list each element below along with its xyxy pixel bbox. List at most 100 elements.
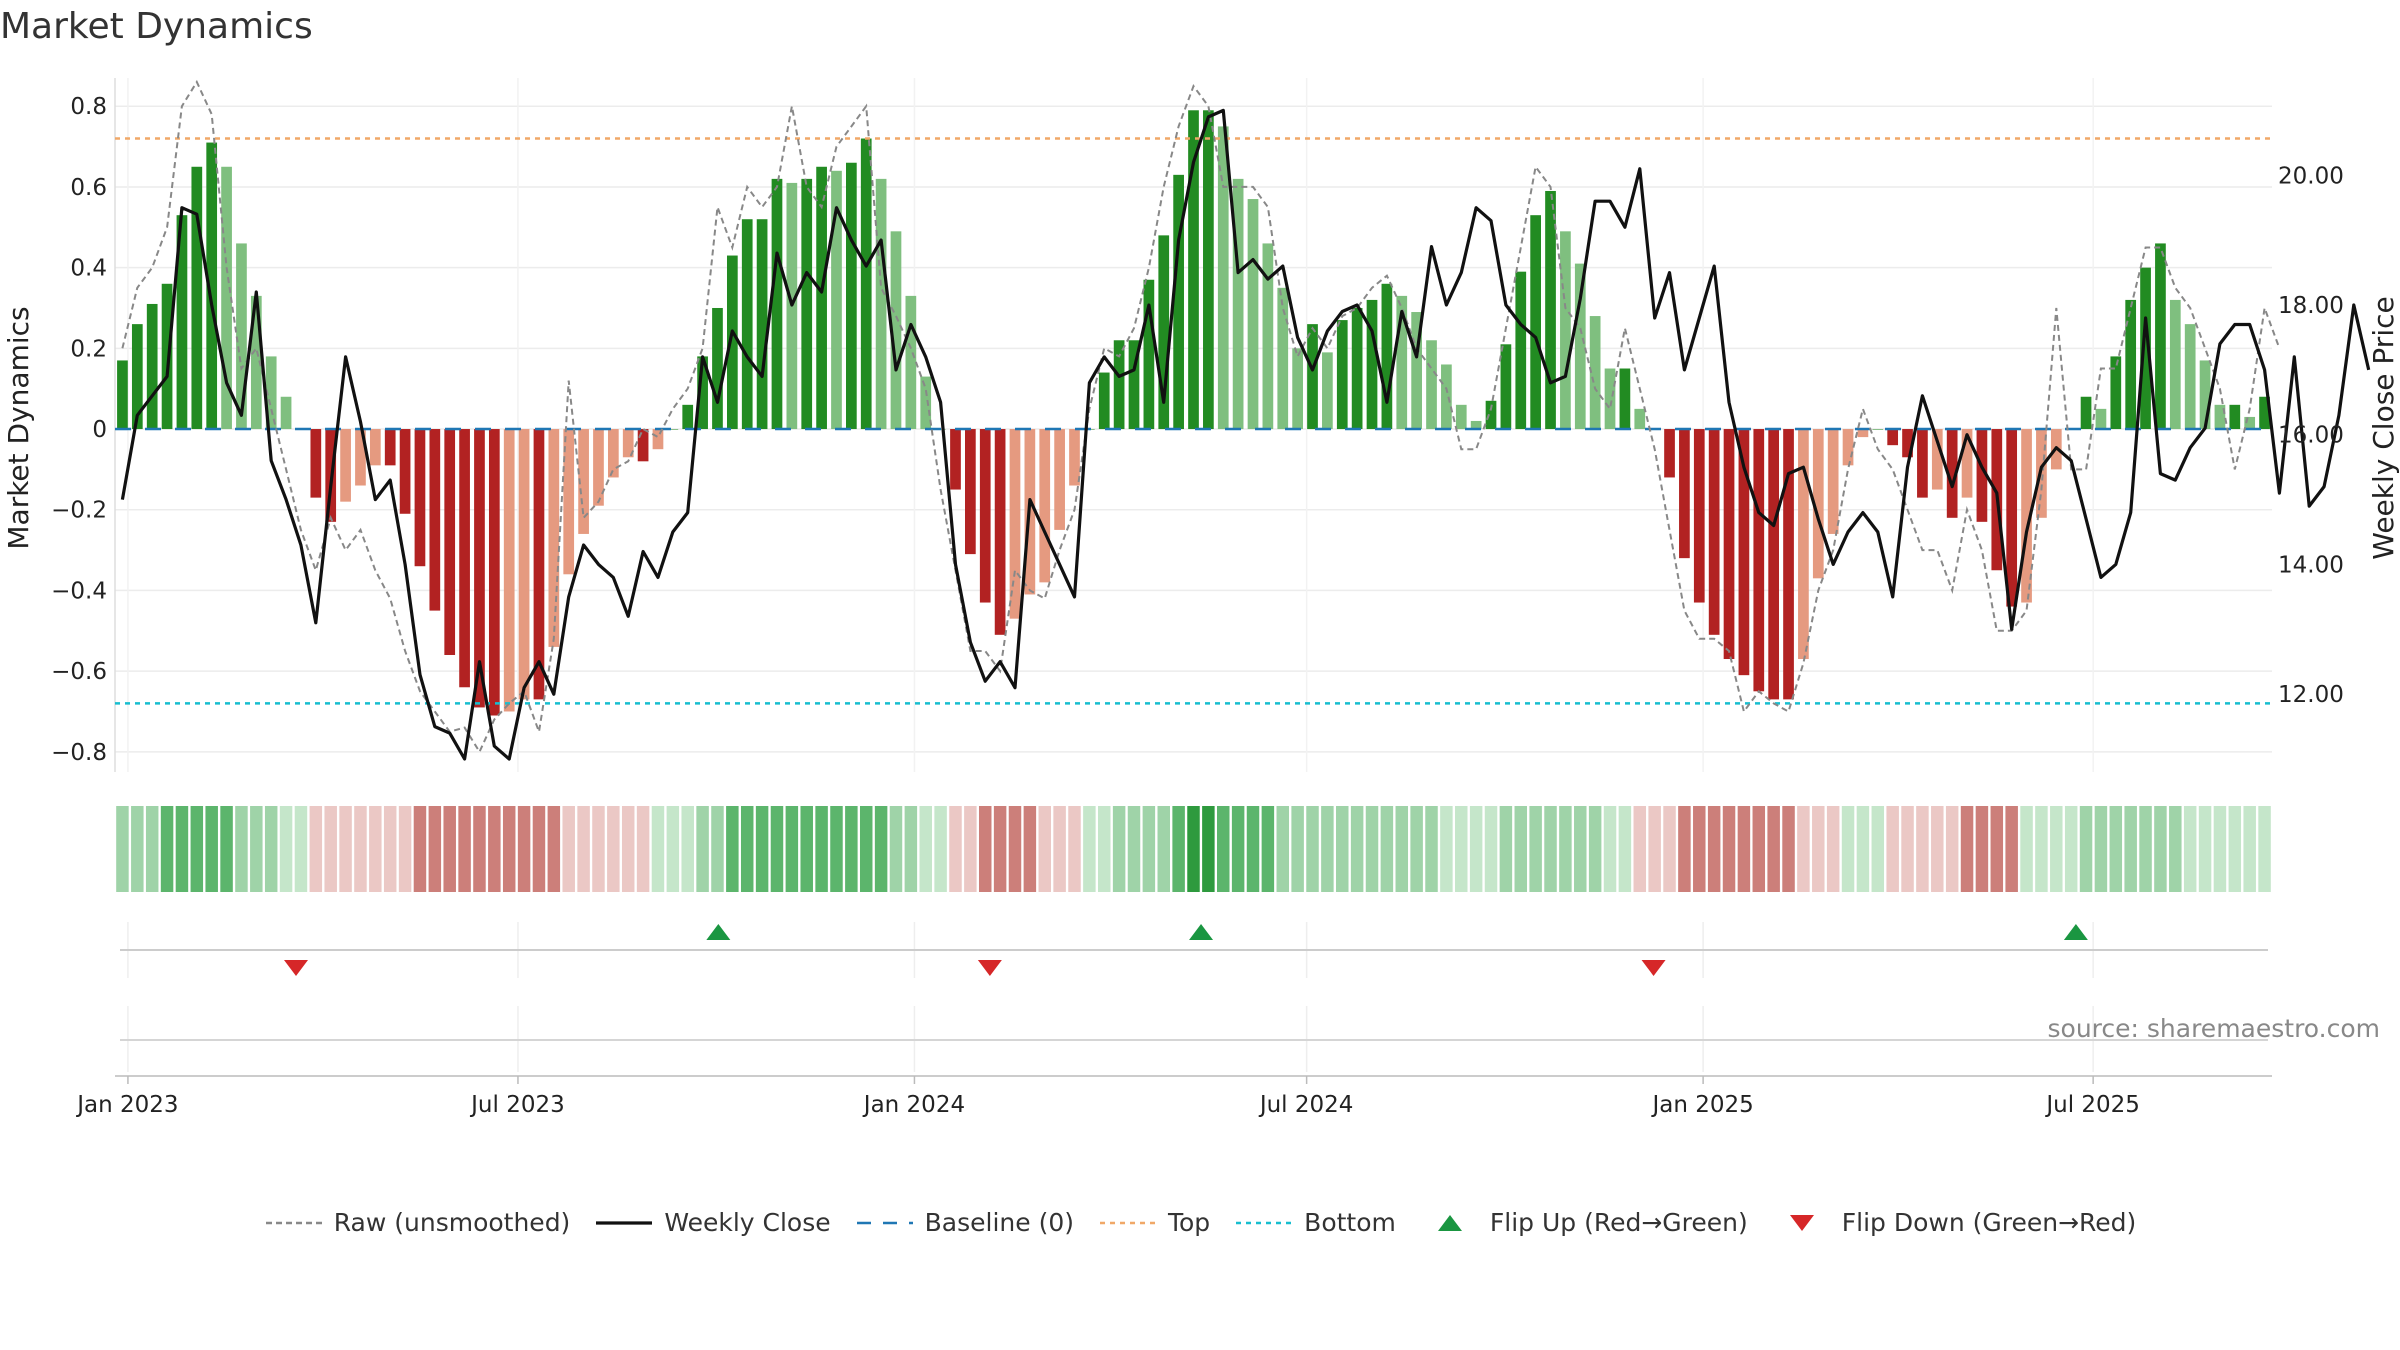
momentum-bar [399,429,411,514]
momentum-bar [2095,408,2107,430]
momentum-bar [2125,299,2137,430]
momentum-bar [2214,404,2226,430]
momentum-bar [1396,295,1408,430]
momentum-bar [950,429,961,490]
momentum-bar [1277,287,1289,430]
chart-title: Market Dynamics [0,6,313,47]
heat-strip-cell [354,806,367,892]
legend-swatch-flip_down [1789,1214,1814,1231]
heat-strip-cell [1246,806,1260,892]
heat-strip-cell [740,806,754,892]
heat-strip-cell [934,806,947,892]
legend-swatch-baseline [856,1221,913,1224]
heat-strip-cell [592,806,605,892]
heat-strip-cell [294,806,308,892]
y-axis-left: 0.8 0.6 0.4 0.2 0 −0.2 −0.4 −0.6 −0.8 [51,94,107,766]
momentum-bar [875,178,887,430]
heat-strip-cell [859,806,873,892]
heat-strip-cell [1737,806,1751,892]
momentum-bar [2259,396,2270,430]
momentum-bar [1679,429,1690,559]
heat-strip-cell [2005,806,2018,892]
legend-label: Flip Up (Red→Green) [1489,1208,1748,1237]
momentum-bar [2155,243,2166,430]
flip-down-marker [284,960,309,976]
heat-strip-cell [458,806,471,892]
legend-label: Flip Down (Green→Red) [1841,1208,2137,1237]
momentum-bar [1842,429,1854,466]
heat-strip-cell [1767,806,1780,892]
heat-strip-cell [2035,806,2048,892]
momentum-bar [890,231,902,430]
momentum-bar [459,429,470,688]
momentum-bar [1485,400,1497,430]
heat-strip-cell [978,806,992,892]
momentum-bar [1143,279,1155,430]
heat-strip-cell [874,806,888,892]
heat-strip-cell [1365,806,1379,892]
momentum-bar [726,255,738,430]
heat-strip-cell [339,806,352,892]
momentum-bar [2006,429,2018,607]
legend-swatch-flip_up [1437,1214,1462,1231]
heat-strip-cell [1901,806,1914,892]
momentum-bar [1470,420,1482,430]
x-tick-label: Jul 2023 [469,1092,565,1118]
momentum-bar [1232,178,1244,430]
heat-strip-cell [681,806,694,892]
y-left-tick-label: −0.4 [51,578,107,604]
momentum-bar [1560,231,1571,430]
heat-strip-cell [160,806,174,892]
heat-strip-cell [726,806,739,892]
heat-strip-cell [1469,806,1483,892]
heat-strip-cell [919,806,932,892]
momentum-bar [265,356,277,430]
momentum-bar [1708,429,1720,635]
momentum-bar [1827,429,1839,534]
heat-strip-cell [1916,806,1929,892]
legend-item-top: Top [1098,1208,1210,1237]
y-left-tick-label: 0.6 [70,175,107,201]
momentum-bar [1604,368,1616,430]
heat-strip-cell [1217,806,1230,892]
legend-swatch-close [596,1220,653,1225]
heat-strip-cell [175,806,189,892]
weekly-close-line [120,108,2371,761]
momentum-bar [533,429,545,700]
heat-strip-cell [755,806,769,892]
momentum-bar [607,429,619,478]
momentum-bar [905,295,917,430]
momentum-bar [176,215,188,430]
momentum-bar [1961,429,1973,498]
momentum-bar [414,429,426,567]
legend-item-flip_up: Flip Up (Red→Green) [1420,1208,1748,1237]
heat-strip-cell [1990,806,2004,892]
heat-strip-cell [250,806,263,892]
momentum-bar [965,429,976,555]
heat-strip-cell [1871,806,1885,892]
heat-strip-cell [830,806,843,892]
momentum-bar [548,429,560,647]
heat-strip-cell [2228,806,2242,892]
raw-series-line [121,79,2281,754]
heat-strip-cell [1455,806,1468,892]
heat-strip-cell [1336,806,1349,892]
momentum-bar [1098,372,1110,430]
momentum-bar [1976,429,1988,522]
heat-strip-cell [488,806,501,892]
y-right-tick-label: 12.00 [2278,682,2344,708]
momentum-bar [1887,429,1899,446]
momentum-bar [1574,263,1586,430]
heat-strip-cell [1588,806,1602,892]
momentum-bar [697,356,708,430]
heat-strip-cell [949,806,962,892]
momentum-bar [1515,271,1527,430]
heat-strip-cell [1410,806,1423,892]
momentum-bar [131,324,143,430]
heat-strip-cell [1931,806,1944,892]
y-left-tick-label: −0.6 [51,659,107,685]
momentum-bar [1634,408,1646,430]
momentum-bar [1128,340,1140,430]
heat-strip-cell [1812,806,1825,892]
flip-up-marker [1189,924,1214,940]
